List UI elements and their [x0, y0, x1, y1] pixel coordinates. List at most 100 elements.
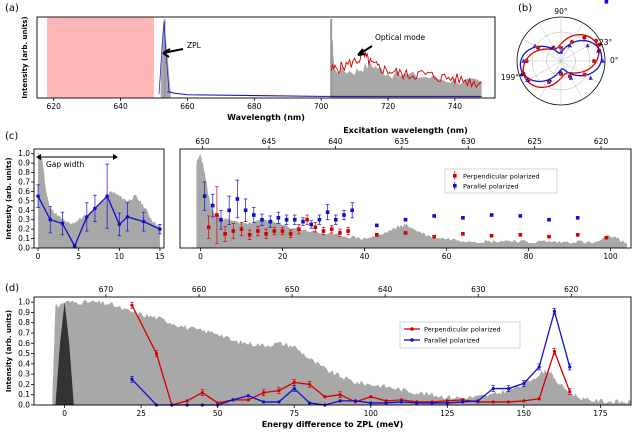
zpl-blue-trace: [158, 21, 170, 94]
c-left-parallel-point: [72, 244, 77, 248]
d-ytick-0.6: 0.6: [18, 339, 30, 348]
d-parallel-point: [130, 377, 134, 381]
d-perpendicular-point: [262, 391, 266, 395]
c-right-perpendicular-point: [215, 213, 219, 217]
d-perpendicular-point: [506, 400, 511, 404]
d-xtick-50: 50: [213, 409, 223, 418]
polar-label-199: 199°: [501, 73, 519, 82]
annotation-zpl: ZPL: [187, 41, 202, 50]
d-parallel-point: [292, 386, 296, 391]
c-right-parallel-point: [301, 219, 305, 224]
a-xtick-700: 700: [314, 102, 329, 111]
c-right-parallel-point: [252, 213, 256, 217]
c-left-parallel-point: [48, 217, 53, 222]
d-perpendicular-point: [552, 349, 557, 354]
c-right-perpendicular-point: [518, 233, 523, 237]
polar-spoke-150: [522, 38, 600, 84]
polar-point-perpendicular: [582, 35, 587, 40]
c-left-xtick-5: 5: [76, 252, 81, 261]
d-xtick-75: 75: [289, 409, 299, 418]
d-perpendicular-point: [338, 393, 342, 397]
c-right-parallel-point: [547, 217, 551, 222]
c-right-parallel-point: [325, 210, 330, 214]
c-right-perpendicular-point: [461, 232, 465, 236]
d-top-xtick-630: 630: [471, 285, 486, 294]
c-left-parallel-point: [158, 227, 162, 231]
d-parallel-point: [262, 400, 266, 404]
d-parallel-point: [277, 400, 281, 404]
c-right-parallel-point: [604, 0, 609, 4]
c-panel-label: (c): [5, 131, 18, 142]
c-right-perpendicular-point: [338, 231, 342, 235]
d-ytick-0.5: 0.5: [18, 349, 30, 358]
c-right-perpendicular-point: [604, 235, 609, 240]
a-xtick-680: 680: [247, 102, 262, 111]
c-right-perpendicular-point: [231, 229, 236, 233]
panel-d-frame: [33, 296, 632, 406]
zpl-gray-area: [160, 21, 171, 98]
c-right-parallel-point: [518, 214, 523, 218]
c-right-perpendicular-point: [272, 229, 277, 233]
c-left-xtick-0: 0: [36, 252, 41, 261]
c-left-parallel-point: [85, 215, 89, 219]
polar-label-23: 23°: [599, 38, 613, 47]
c-right-parallel-point: [202, 194, 207, 198]
polar-point-parallel: [521, 58, 526, 63]
c-ytick-0.8: 0.8: [18, 168, 30, 177]
d-panel-label: (d): [5, 283, 19, 294]
c-right-perpendicular-point: [280, 229, 285, 233]
c-top-xtick-635: 635: [395, 137, 410, 146]
c-top-xtick-650: 650: [195, 137, 210, 146]
c-ytick-0.4: 0.4: [18, 206, 30, 215]
c-right-perpendicular-point: [305, 217, 309, 222]
c-right-parallel-point: [575, 216, 580, 220]
c-top-xtick-645: 645: [262, 137, 277, 146]
optical-mode-red-line: [330, 52, 482, 89]
d-xtick-0: 0: [62, 409, 67, 418]
c-right-perpendicular-point: [489, 233, 494, 238]
c-right-parallel-point: [293, 217, 297, 222]
d-xtick-25: 25: [136, 409, 146, 418]
c-right-perpendicular-point: [297, 227, 301, 231]
c-right-gray-area: [196, 153, 627, 248]
c-right-xtick-40: 40: [360, 252, 370, 261]
c-right-parallel-point: [211, 203, 215, 208]
d-perpendicular-point: [154, 351, 159, 356]
d-parallel-point: [384, 401, 388, 405]
a-panel-label: (a): [5, 3, 19, 14]
d-ytick-1.0: 1.0: [18, 298, 30, 307]
c-right-parallel-point: [276, 216, 281, 220]
d-zpl-peak: [55, 302, 74, 405]
d-perpendicular-point: [323, 395, 327, 399]
d-legend-marker-parallel: [410, 338, 414, 342]
c-right-parallel-point: [403, 217, 408, 222]
a-xtick-620: 620: [47, 102, 62, 111]
c-right-parallel-point: [317, 217, 322, 222]
c-ytick-0.9: 0.9: [18, 159, 30, 168]
spectrum-gray-area: [331, 17, 482, 99]
d-perpendicular-point: [277, 389, 281, 393]
c-right-perpendicular-point: [313, 225, 318, 230]
c-legend-box: [444, 168, 558, 194]
d-perpendicular-point: [568, 390, 572, 394]
d-parallel-point: [522, 381, 526, 385]
b-panel-label: (b): [518, 3, 532, 14]
d-ytick-0.8: 0.8: [18, 318, 30, 327]
d-parallel-point: [461, 400, 465, 404]
a-xlabel: Wavelength (nm): [227, 113, 305, 122]
c-right-perpendicular-point: [264, 232, 268, 236]
c-right-xtick-80: 80: [524, 252, 534, 261]
c-legend-perpendicular: Perpendicular polarized: [463, 173, 540, 181]
c-right-perpendicular-point: [288, 232, 293, 236]
a-xtick-640: 640: [113, 102, 128, 111]
c-right-parallel-point: [375, 223, 379, 228]
d-ylabel: Intensity (arb. units): [5, 310, 13, 392]
d-ytick-0.1: 0.1: [18, 390, 30, 399]
d-legend-box: [399, 321, 521, 349]
c-right-xtick-0: 0: [198, 252, 203, 261]
d-parallel-point: [568, 365, 572, 369]
d-parallel-point: [476, 399, 480, 403]
c-top-xlabel: Excitation wavelength (nm): [343, 126, 468, 135]
c-right-parallel-point: [268, 219, 272, 224]
polar-point-parallel: [568, 75, 574, 80]
